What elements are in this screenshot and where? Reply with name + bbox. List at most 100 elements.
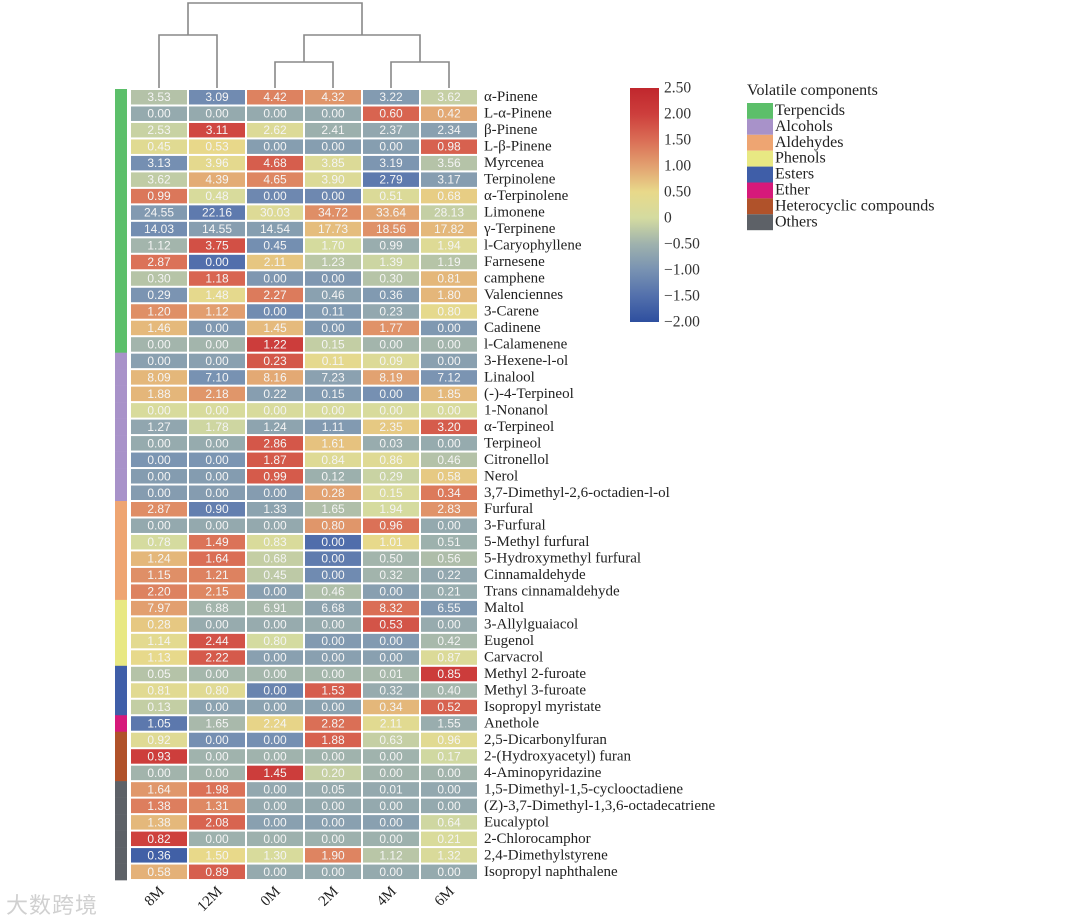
category-bar-segment <box>115 220 127 238</box>
cell-value-label: 2.24 <box>263 716 287 730</box>
heatmap-cell <box>305 518 361 533</box>
heatmap-cell <box>363 633 419 649</box>
colorbar-tick-label: −0.50 <box>664 236 700 253</box>
heatmap-cell <box>131 831 187 847</box>
category-bar-segment <box>115 121 127 139</box>
cell-value-label: 0.00 <box>379 865 403 879</box>
cell-value-label: 0.00 <box>379 749 403 763</box>
category-bar-segment <box>115 418 127 436</box>
heatmap-cell <box>421 304 477 319</box>
heatmap-cell <box>131 848 187 863</box>
cell-value-label: 0.42 <box>437 107 461 121</box>
heatmap-cell <box>363 469 419 484</box>
cell-value-label: 2.35 <box>379 420 403 434</box>
heatmap-cell <box>189 633 245 649</box>
cell-value-label: 0.00 <box>263 272 287 286</box>
colorbar-tick-label: 2.50 <box>664 80 691 97</box>
heatmap-cell <box>363 798 419 814</box>
heatmap-cell <box>189 831 245 847</box>
cell-value-label: 0.00 <box>321 634 345 648</box>
cell-value-label: 2.08 <box>205 815 229 829</box>
heatmap-cell <box>421 188 477 204</box>
heatmap-cell <box>421 782 477 797</box>
heatmap-cell <box>247 815 303 830</box>
dendrogram-link <box>390 61 450 88</box>
cell-value-label: 0.86 <box>379 453 403 467</box>
colorbar-tick-label: 1.00 <box>664 158 691 175</box>
heatmap-cell <box>131 584 187 599</box>
cell-value-label: 0.00 <box>147 403 171 417</box>
cell-value-label: 0.00 <box>263 189 287 203</box>
cell-value-label: 0.80 <box>205 684 229 698</box>
heatmap-cell <box>421 848 477 863</box>
heatmap-cell <box>363 600 419 616</box>
cell-value-label: 4.32 <box>321 90 345 104</box>
watermark-text: 大数跨境 <box>6 894 99 919</box>
cell-value-label: 1.85 <box>437 387 461 401</box>
heatmap-cell <box>363 848 419 863</box>
cell-value-label: 1.21 <box>205 568 229 582</box>
heatmap-cell <box>247 617 303 632</box>
legend-label: Ether <box>775 182 810 199</box>
row-label: l-Caryophyllene <box>484 238 582 254</box>
heatmap-cell <box>305 584 361 599</box>
cell-value-label: 3.53 <box>147 90 171 104</box>
heatmap-cell <box>189 337 245 352</box>
heatmap-cell <box>131 567 187 583</box>
category-bar-segment <box>115 253 127 271</box>
cell-value-label: 0.00 <box>321 700 345 714</box>
cell-value-label: 1.05 <box>147 716 171 730</box>
cell-value-label: 0.42 <box>437 634 461 648</box>
heatmap-cell <box>421 485 477 500</box>
cell-value-label: 0.81 <box>147 684 171 698</box>
category-bar-segment <box>115 764 127 782</box>
category-bar-segment <box>115 89 127 106</box>
heatmap-cell <box>305 436 361 451</box>
heatmap-cell <box>363 518 419 533</box>
cell-value-label: 0.05 <box>321 782 345 796</box>
cell-value-label: 6.88 <box>205 601 229 615</box>
heatmap-cell <box>247 172 303 187</box>
cell-value-label: 7.23 <box>321 370 345 384</box>
cell-value-label: 0.00 <box>147 337 171 351</box>
row-label: Carvacrol <box>484 650 543 666</box>
cell-value-label: 0.93 <box>147 749 171 763</box>
category-bar-segment <box>115 814 127 831</box>
heatmap-cell <box>247 419 303 435</box>
cell-value-label: 0.01 <box>379 782 403 796</box>
heatmap-cell <box>363 815 419 830</box>
heatmap-cell <box>189 485 245 500</box>
cell-value-label: 0.15 <box>321 337 345 351</box>
heatmap-cell <box>189 452 245 468</box>
heatmap-cell <box>305 765 361 781</box>
heatmap-cell <box>189 106 245 121</box>
row-label: 3-Hexene-l-ol <box>484 353 568 369</box>
cell-value-label: 0.00 <box>437 865 461 879</box>
heatmap-cell <box>131 419 187 435</box>
cell-value-label: 0.30 <box>379 272 403 286</box>
heatmap-cell <box>189 518 245 533</box>
heatmap-cell <box>189 419 245 435</box>
cell-value-label: 2.37 <box>379 123 403 137</box>
cell-value-label: 2.62 <box>263 123 287 137</box>
heatmap-cell <box>189 584 245 599</box>
heatmap-cell <box>131 304 187 319</box>
cell-value-label: 4.65 <box>263 173 287 187</box>
heatmap-cell <box>131 600 187 616</box>
heatmap-cell <box>421 122 477 138</box>
cell-value-label: 0.00 <box>263 733 287 747</box>
heatmap-cell <box>189 567 245 583</box>
heatmap-cell <box>189 172 245 187</box>
category-bar-segment <box>115 385 127 403</box>
heatmap-cell <box>131 238 187 253</box>
cell-value-label: 17.82 <box>434 222 464 236</box>
heatmap-cell <box>305 699 361 715</box>
heatmap-cell <box>189 749 245 764</box>
cell-value-label: 24.55 <box>144 206 174 220</box>
heatmap-cell <box>363 650 419 665</box>
cell-value-label: 0.99 <box>263 469 287 483</box>
cell-value-label: 2.82 <box>321 716 345 730</box>
heatmap-cell <box>189 287 245 303</box>
heatmap-cell <box>421 221 477 237</box>
heatmap-cell <box>421 864 477 880</box>
